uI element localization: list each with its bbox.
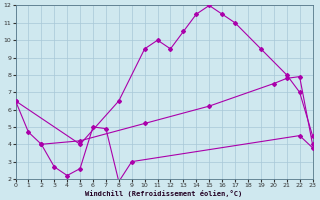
X-axis label: Windchill (Refroidissement éolien,°C): Windchill (Refroidissement éolien,°C)	[85, 190, 243, 197]
